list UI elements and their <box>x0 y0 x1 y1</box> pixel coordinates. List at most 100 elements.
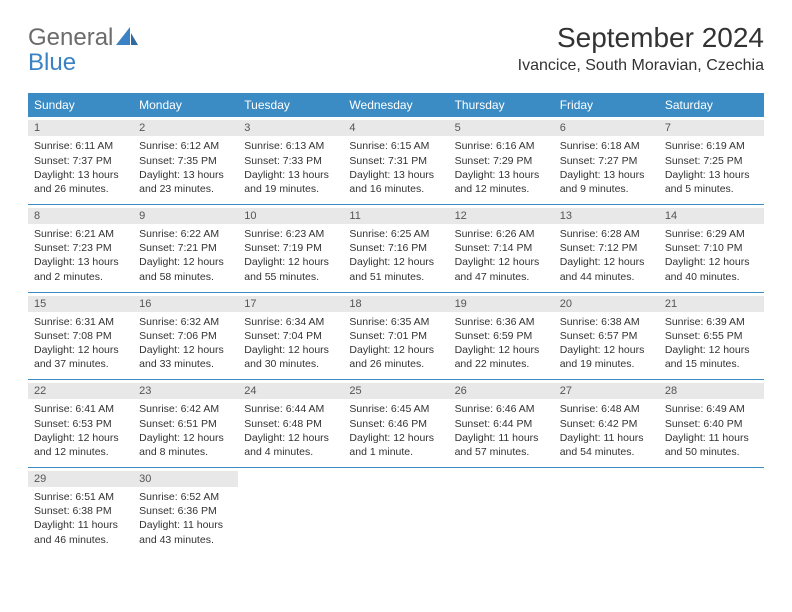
sunset-line: Sunset: 6:48 PM <box>244 417 337 431</box>
dow-header-row: SundayMondayTuesdayWednesdayThursdayFrid… <box>28 93 764 117</box>
dow-cell: Sunday <box>28 93 133 117</box>
day-cell <box>449 468 554 555</box>
calendar: SundayMondayTuesdayWednesdayThursdayFrid… <box>28 93 764 554</box>
day-cell: 25Sunrise: 6:45 AMSunset: 6:46 PMDayligh… <box>343 380 448 467</box>
day-cell: 17Sunrise: 6:34 AMSunset: 7:04 PMDayligh… <box>238 293 343 380</box>
sail-icon <box>116 25 138 50</box>
daylight-line: Daylight: 12 hours and 8 minutes. <box>139 431 232 459</box>
day-cell: 5Sunrise: 6:16 AMSunset: 7:29 PMDaylight… <box>449 117 554 204</box>
page-header: General Blue September 2024 Ivancice, So… <box>28 22 764 75</box>
day-cell: 20Sunrise: 6:38 AMSunset: 6:57 PMDayligh… <box>554 293 659 380</box>
day-number: 28 <box>659 383 764 399</box>
day-number: 4 <box>343 120 448 136</box>
day-cell: 11Sunrise: 6:25 AMSunset: 7:16 PMDayligh… <box>343 205 448 292</box>
sunrise-line: Sunrise: 6:26 AM <box>455 227 548 241</box>
sunrise-line: Sunrise: 6:19 AM <box>665 139 758 153</box>
day-cell: 12Sunrise: 6:26 AMSunset: 7:14 PMDayligh… <box>449 205 554 292</box>
sunrise-line: Sunrise: 6:15 AM <box>349 139 442 153</box>
day-number: 29 <box>28 471 133 487</box>
sunset-line: Sunset: 6:44 PM <box>455 417 548 431</box>
sunrise-line: Sunrise: 6:13 AM <box>244 139 337 153</box>
day-number: 14 <box>659 208 764 224</box>
day-number: 27 <box>554 383 659 399</box>
day-cell: 22Sunrise: 6:41 AMSunset: 6:53 PMDayligh… <box>28 380 133 467</box>
day-number: 1 <box>28 120 133 136</box>
day-number: 25 <box>343 383 448 399</box>
sunset-line: Sunset: 7:23 PM <box>34 241 127 255</box>
sunrise-line: Sunrise: 6:22 AM <box>139 227 232 241</box>
daylight-line: Daylight: 12 hours and 44 minutes. <box>560 255 653 283</box>
day-number: 21 <box>659 296 764 312</box>
sunset-line: Sunset: 7:01 PM <box>349 329 442 343</box>
sunset-line: Sunset: 7:21 PM <box>139 241 232 255</box>
day-cell: 29Sunrise: 6:51 AMSunset: 6:38 PMDayligh… <box>28 468 133 555</box>
day-cell: 9Sunrise: 6:22 AMSunset: 7:21 PMDaylight… <box>133 205 238 292</box>
daylight-line: Daylight: 11 hours and 46 minutes. <box>34 518 127 546</box>
day-cell: 14 Sunrise: 6:29 AMSunset: 7:10 PMDayligh… <box>659 205 764 292</box>
week-row: 22Sunrise: 6:41 AMSunset: 6:53 PMDayligh… <box>28 380 764 468</box>
daylight-line: Daylight: 12 hours and 58 minutes. <box>139 255 232 283</box>
day-number: 16 <box>133 296 238 312</box>
sunrise-line: Sunrise: 6:21 AM <box>34 227 127 241</box>
brand-text: General Blue <box>28 22 138 75</box>
sunset-line: Sunset: 7:19 PM <box>244 241 337 255</box>
sunset-line: Sunset: 6:42 PM <box>560 417 653 431</box>
daylight-line: Daylight: 11 hours and 50 minutes. <box>665 431 758 459</box>
day-number: 13 <box>554 208 659 224</box>
sunset-line: Sunset: 6:57 PM <box>560 329 653 343</box>
brand-line2: Blue <box>28 49 76 76</box>
daylight-line: Daylight: 12 hours and 40 minutes. <box>665 255 758 283</box>
sunset-line: Sunset: 7:06 PM <box>139 329 232 343</box>
day-cell: 15Sunrise: 6:31 AMSunset: 7:08 PMDayligh… <box>28 293 133 380</box>
daylight-line: Daylight: 11 hours and 57 minutes. <box>455 431 548 459</box>
day-cell: 18Sunrise: 6:35 AMSunset: 7:01 PMDayligh… <box>343 293 448 380</box>
daylight-line: Daylight: 12 hours and 30 minutes. <box>244 343 337 371</box>
sunset-line: Sunset: 7:35 PM <box>139 154 232 168</box>
sunset-line: Sunset: 7:27 PM <box>560 154 653 168</box>
sunrise-line: Sunrise: 6:49 AM <box>665 402 758 416</box>
daylight-line: Daylight: 12 hours and 12 minutes. <box>34 431 127 459</box>
day-cell: 27Sunrise: 6:48 AMSunset: 6:42 PMDayligh… <box>554 380 659 467</box>
day-number: 6 <box>554 120 659 136</box>
sunrise-line: Sunrise: 6:25 AM <box>349 227 442 241</box>
day-number: 26 <box>449 383 554 399</box>
daylight-line: Daylight: 12 hours and 1 minute. <box>349 431 442 459</box>
sunset-line: Sunset: 7:10 PM <box>665 241 758 255</box>
daylight-line: Daylight: 13 hours and 9 minutes. <box>560 168 653 196</box>
dow-cell: Friday <box>554 93 659 117</box>
sunset-line: Sunset: 7:08 PM <box>34 329 127 343</box>
day-cell: 24Sunrise: 6:44 AMSunset: 6:48 PMDayligh… <box>238 380 343 467</box>
sunrise-line: Sunrise: 6:38 AM <box>560 315 653 329</box>
sunset-line: Sunset: 7:16 PM <box>349 241 442 255</box>
dow-cell: Thursday <box>449 93 554 117</box>
sunrise-line: Sunrise: 6:35 AM <box>349 315 442 329</box>
sunrise-line: Sunrise: 6:44 AM <box>244 402 337 416</box>
day-cell: 3Sunrise: 6:13 AMSunset: 7:33 PMDaylight… <box>238 117 343 204</box>
daylight-line: Daylight: 12 hours and 55 minutes. <box>244 255 337 283</box>
sunrise-line: Sunrise: 6:11 AM <box>34 139 127 153</box>
sunrise-line: Sunrise: 6:36 AM <box>455 315 548 329</box>
day-cell: 28Sunrise: 6:49 AMSunset: 6:40 PMDayligh… <box>659 380 764 467</box>
sunset-line: Sunset: 7:14 PM <box>455 241 548 255</box>
day-cell: 1Sunrise: 6:11 AMSunset: 7:37 PMDaylight… <box>28 117 133 204</box>
sunset-line: Sunset: 7:31 PM <box>349 154 442 168</box>
day-cell: 30Sunrise: 6:52 AMSunset: 6:36 PMDayligh… <box>133 468 238 555</box>
day-cell <box>238 468 343 555</box>
brand-line1: General <box>28 24 113 51</box>
sunrise-line: Sunrise: 6:29 AM <box>665 227 758 241</box>
sunset-line: Sunset: 7:25 PM <box>665 154 758 168</box>
sunset-line: Sunset: 6:36 PM <box>139 504 232 518</box>
day-cell <box>659 468 764 555</box>
brand-logo: General Blue <box>28 22 138 75</box>
daylight-line: Daylight: 13 hours and 23 minutes. <box>139 168 232 196</box>
day-cell: 10Sunrise: 6:23 AMSunset: 7:19 PMDayligh… <box>238 205 343 292</box>
daylight-line: Daylight: 13 hours and 5 minutes. <box>665 168 758 196</box>
dow-cell: Tuesday <box>238 93 343 117</box>
day-cell <box>554 468 659 555</box>
sunrise-line: Sunrise: 6:45 AM <box>349 402 442 416</box>
day-cell: 2Sunrise: 6:12 AMSunset: 7:35 PMDaylight… <box>133 117 238 204</box>
month-title: September 2024 <box>518 22 764 54</box>
daylight-line: Daylight: 12 hours and 15 minutes. <box>665 343 758 371</box>
calendar-weeks: 1Sunrise: 6:11 AMSunset: 7:37 PMDaylight… <box>28 117 764 554</box>
day-cell: 7Sunrise: 6:19 AMSunset: 7:25 PMDaylight… <box>659 117 764 204</box>
